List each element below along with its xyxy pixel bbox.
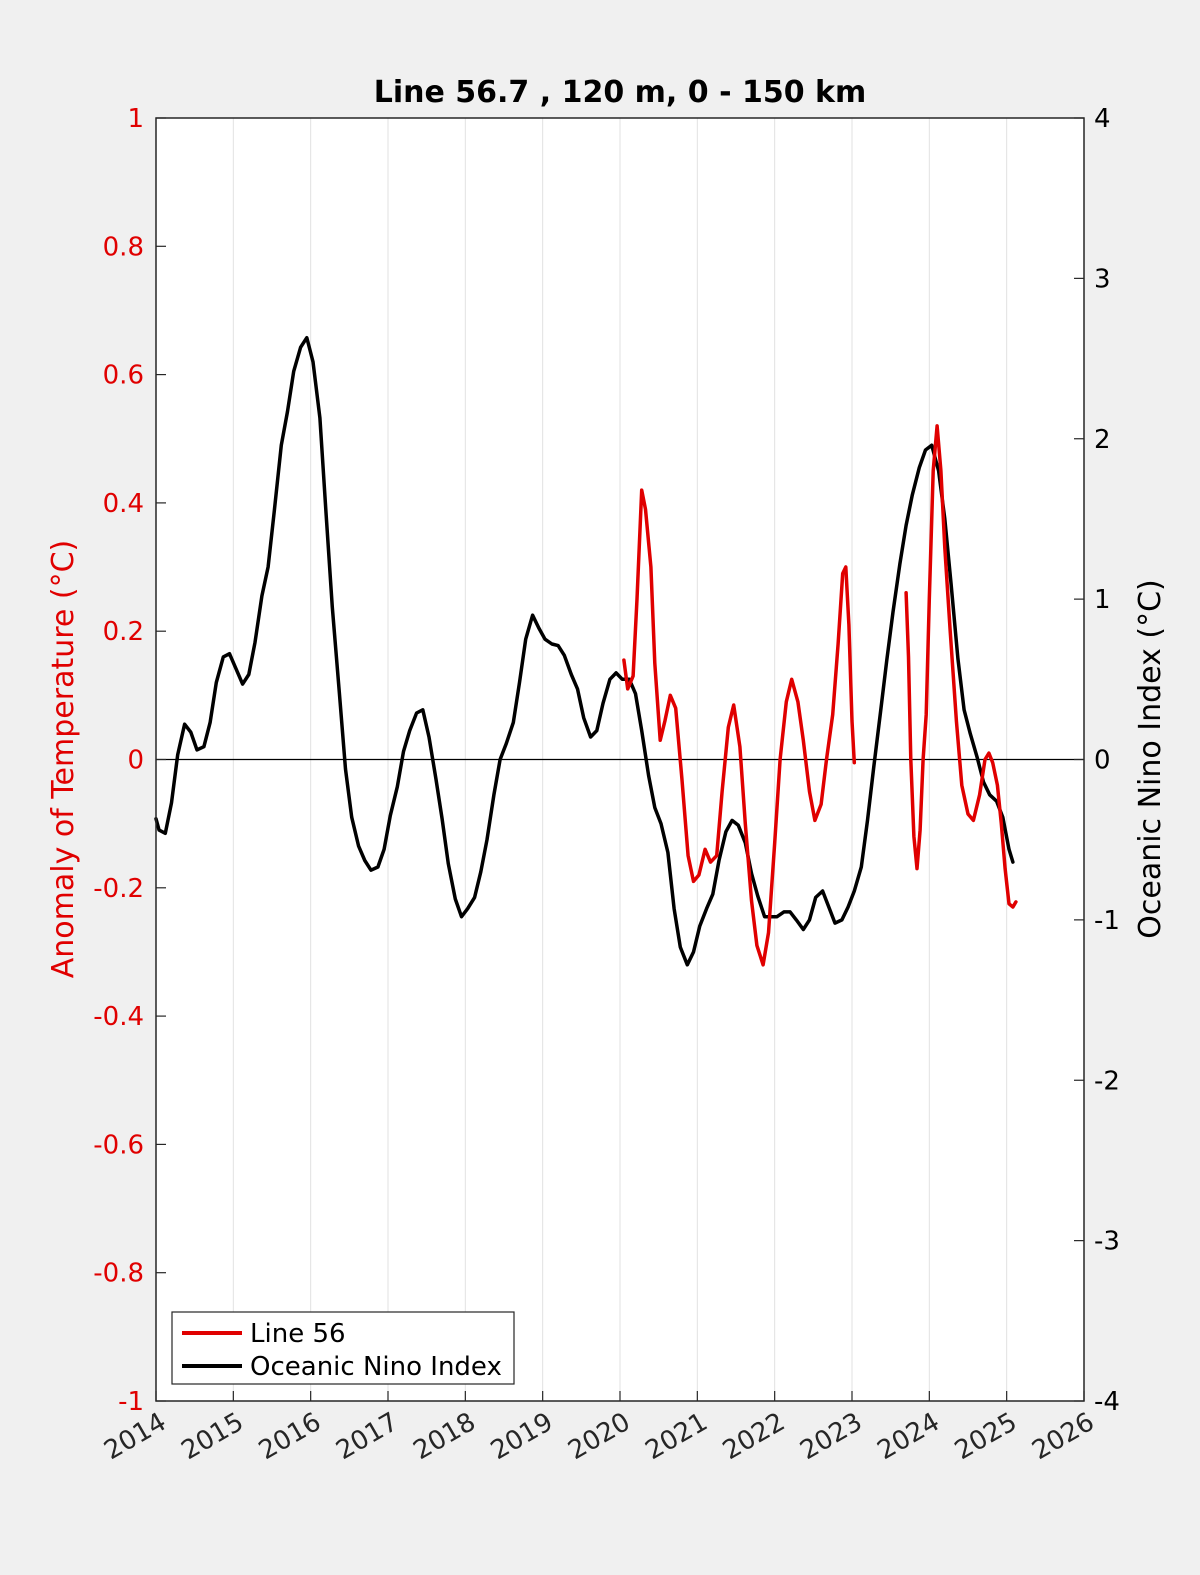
- left-tick-label: 0.2: [103, 617, 144, 647]
- series-layer: [154, 335, 1018, 967]
- left-tick-label: 0.4: [103, 489, 144, 519]
- right-tick-label: 3: [1094, 264, 1111, 294]
- right-axis-label: Oceanic Nino Index (°C): [1133, 579, 1168, 939]
- left-tick-label: -0.8: [93, 1259, 144, 1289]
- right-tick-label: 4: [1094, 104, 1111, 134]
- legend-box: [171, 1311, 515, 1385]
- right-tick-label: -2: [1094, 1066, 1120, 1096]
- left-tick-label: 0: [127, 746, 144, 776]
- left-tick-label: 0.6: [103, 361, 144, 391]
- right-tick-label: -4: [1094, 1387, 1120, 1417]
- left-tick-label: 0.8: [103, 232, 144, 262]
- right-tick-label: 0: [1094, 746, 1111, 776]
- legend: Line 56 Oceanic Nino Index: [171, 1311, 515, 1385]
- left-axis-label: Anomaly of Temperature (°C): [46, 540, 81, 979]
- legend-label-oni: Oceanic Nino Index: [250, 1352, 502, 1382]
- right-tick-label: 2: [1094, 425, 1111, 455]
- left-tick-label: -0.6: [93, 1130, 144, 1160]
- left-tick-label: -1: [118, 1387, 144, 1417]
- right-tick-label: -1: [1094, 906, 1120, 936]
- right-axis-ticks: 4 3 2 1 0 -1 -2 -3 -4: [1074, 104, 1120, 1417]
- legend-label-line56: Line 56: [250, 1319, 346, 1349]
- left-axis-ticks: 1 0.8 0.6 0.4 0.2 0 -0.2 -0.4 -0.6 -0.8 -1: [93, 104, 166, 1417]
- left-tick-label: -0.4: [93, 1002, 144, 1032]
- right-tick-label: -3: [1094, 1227, 1120, 1257]
- line56-series-line-1: [904, 424, 1018, 909]
- left-tick-label: 1: [127, 104, 144, 134]
- oni-series-line-0: [154, 335, 1015, 967]
- line56-series-line-0: [622, 488, 857, 967]
- right-tick-label: 1: [1094, 585, 1111, 615]
- chart-title: Line 56.7 , 120 m, 0 - 150 km: [374, 75, 867, 110]
- left-tick-label: -0.2: [93, 874, 144, 904]
